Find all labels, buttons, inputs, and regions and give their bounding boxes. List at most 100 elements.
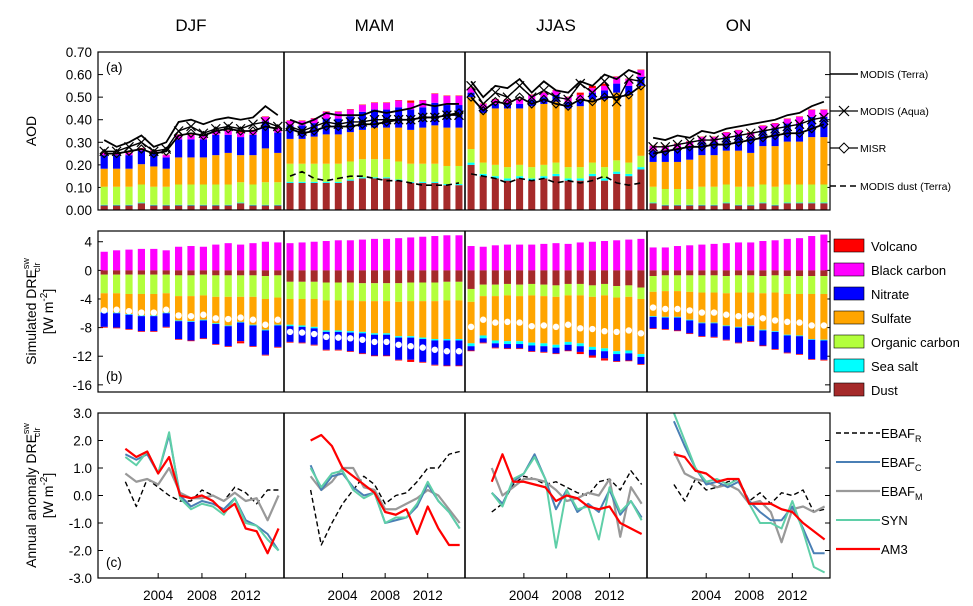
bar-black-carbon [199, 134, 207, 140]
bar-dust [371, 178, 378, 210]
net-dre-marker [698, 309, 706, 316]
bar-sea-salt [588, 346, 596, 350]
legend-a-2: MISR [830, 142, 887, 155]
aqua-marker [587, 87, 598, 98]
bar-dust [358, 270, 366, 284]
bar-nitrate [516, 344, 524, 349]
bar-organic-carbon [187, 184, 195, 205]
bar-sulfate [540, 296, 548, 344]
bar-dust [503, 180, 511, 210]
bar-nitrate [528, 99, 536, 107]
misr-marker [514, 92, 525, 102]
net-dre-marker [455, 348, 463, 355]
bar-dust [783, 203, 791, 210]
bar-organic-carbon [212, 184, 220, 205]
misr-marker [111, 148, 122, 159]
bar-volcano [162, 326, 170, 328]
bar-volcano [187, 340, 195, 342]
bar-dust [224, 270, 232, 276]
bar-sulfate [710, 155, 718, 187]
panel-c-xtick: 2004 [691, 588, 722, 603]
net-dre-marker [674, 305, 681, 313]
bar-sea-salt [199, 204, 207, 206]
panel-b-ytick: -16 [72, 378, 92, 393]
bar-organic-carbon [734, 186, 743, 205]
bar-dust [491, 178, 499, 210]
bar-sea-salt [274, 204, 282, 206]
net-dre-marker [113, 306, 120, 313]
bar-nitrate [673, 317, 682, 331]
misr-marker [248, 126, 258, 136]
bar-dust [601, 270, 609, 284]
net-dre-marker [323, 333, 330, 341]
bar-organic-carbon [334, 282, 342, 301]
bar-volcano [467, 350, 475, 352]
bar-black-carbon [588, 241, 596, 271]
bar-sulfate [747, 152, 755, 187]
panel-b: 40-4-8-12-16(b)Simulated DREswclr[W m-2] [21, 234, 830, 393]
misr-marker [285, 123, 295, 134]
legend-b-item: Sea salt [833, 358, 918, 374]
bar-organic-carbon [588, 162, 596, 174]
panel-c-ytick: 0.0 [73, 489, 92, 504]
bar-volcano [419, 361, 427, 363]
bar-organic-carbon [552, 285, 560, 297]
aqua-marker [502, 92, 513, 103]
bar-organic-carbon [237, 275, 245, 297]
bar-dust [125, 270, 133, 275]
bar-sulfate [224, 296, 232, 326]
misr-marker [405, 114, 416, 125]
legend-b-item: Black carbon [833, 262, 946, 278]
line-ebaf-r [124, 478, 279, 508]
bar-nitrate [747, 326, 755, 342]
bar-black-carbon [771, 240, 779, 271]
bar-sulfate [491, 108, 499, 165]
net-dre-marker [686, 307, 693, 314]
bar-dust [540, 270, 548, 285]
bar-sulfate [371, 301, 378, 334]
bar-sulfate [249, 155, 257, 185]
bar-nitrate [322, 331, 330, 350]
misr-marker [235, 126, 246, 136]
bar-organic-carbon [212, 275, 220, 297]
bar-dust [771, 205, 779, 210]
misr-marker [782, 128, 793, 139]
bar-organic-carbon [528, 167, 536, 179]
panel-a-tag: (a) [106, 60, 123, 75]
misr-marker [186, 128, 196, 139]
bar-dust [625, 270, 633, 286]
misr-marker [624, 90, 634, 100]
bar-volcano [808, 359, 816, 360]
bar-sea-salt [237, 321, 245, 323]
bar-black-carbon [601, 85, 609, 91]
aqua-marker [526, 92, 537, 103]
bar-black-carbon [137, 248, 145, 271]
bar-organic-carbon [576, 283, 584, 296]
bar-dust [261, 270, 269, 277]
bar-dust [443, 270, 451, 282]
bar-organic-carbon [113, 274, 121, 294]
bar-sea-salt [407, 336, 415, 338]
bar-organic-carbon [443, 165, 451, 185]
bar-nitrate [528, 345, 536, 352]
misr-marker [745, 135, 756, 145]
panel-b-ylabel-line1: Simulated DREswclr [21, 258, 42, 365]
bar-volcano [310, 344, 318, 346]
bar-sulfate [175, 296, 183, 321]
bar-sulfate [224, 152, 232, 185]
net-dre-marker [163, 306, 170, 313]
bar-sea-salt [286, 324, 294, 327]
bar-nitrate [395, 337, 403, 360]
bar-sea-salt [371, 333, 378, 335]
bar-dust [322, 182, 330, 210]
bar-dust [503, 270, 511, 284]
net-dre-marker [298, 329, 306, 336]
bar-dust [212, 205, 220, 210]
line-am3 [310, 433, 460, 547]
panel-c-xtick: 2008 [734, 588, 764, 603]
bar-nitrate [564, 101, 572, 109]
bar-sulfate [346, 132, 354, 162]
bar-sulfate [150, 293, 158, 316]
bar-organic-carbon [625, 162, 633, 174]
bar-organic-carbon [113, 186, 121, 205]
